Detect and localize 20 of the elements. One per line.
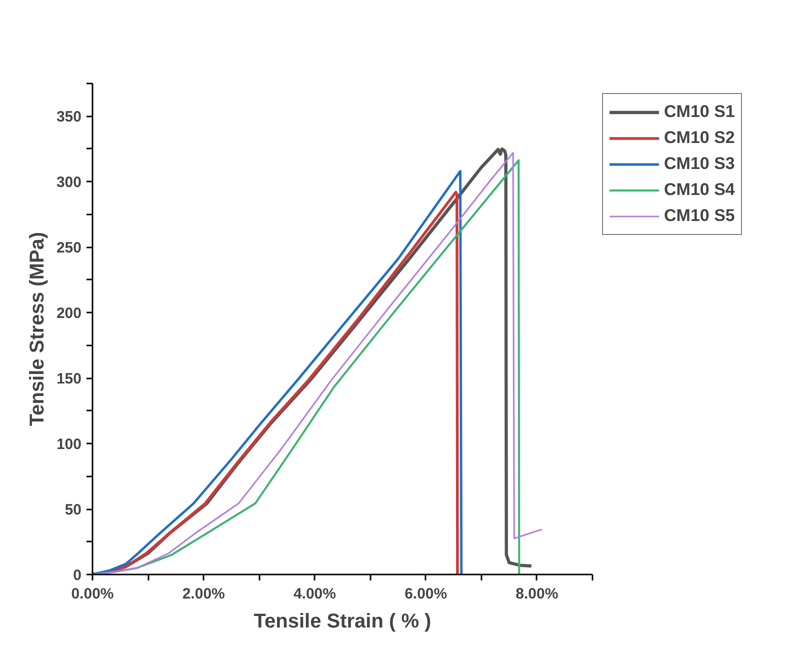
x-tick-label: 8.00% xyxy=(516,586,558,602)
x-tick-label: 0.00% xyxy=(71,586,114,602)
y-tick-label: 200 xyxy=(56,305,82,322)
y-tick-label: 50 xyxy=(64,502,82,519)
y-tick-label: 250 xyxy=(56,240,82,257)
legend-label: CM10 S4 xyxy=(664,179,735,201)
y-tick-label: 0 xyxy=(73,567,82,584)
y-axis-title: Tensile Stress (MPa) xyxy=(26,232,48,426)
x-axis-title: Tensile Strain ( % ) xyxy=(254,610,432,632)
legend-label: CM10 S3 xyxy=(664,153,735,175)
legend-label: CM10 S1 xyxy=(664,101,735,123)
y-tick-label: 300 xyxy=(56,174,82,192)
legend-label: CM10 S2 xyxy=(664,127,735,149)
y-tick-label: 150 xyxy=(56,370,82,388)
x-tick-label: 2.00% xyxy=(182,586,225,602)
y-tick-label: 350 xyxy=(56,108,82,126)
x-tick-label: 6.00% xyxy=(404,586,448,602)
y-tick-label: 100 xyxy=(56,436,82,454)
legend-label: CM10 S5 xyxy=(664,205,735,227)
x-tick-label: 4.00% xyxy=(293,586,336,602)
